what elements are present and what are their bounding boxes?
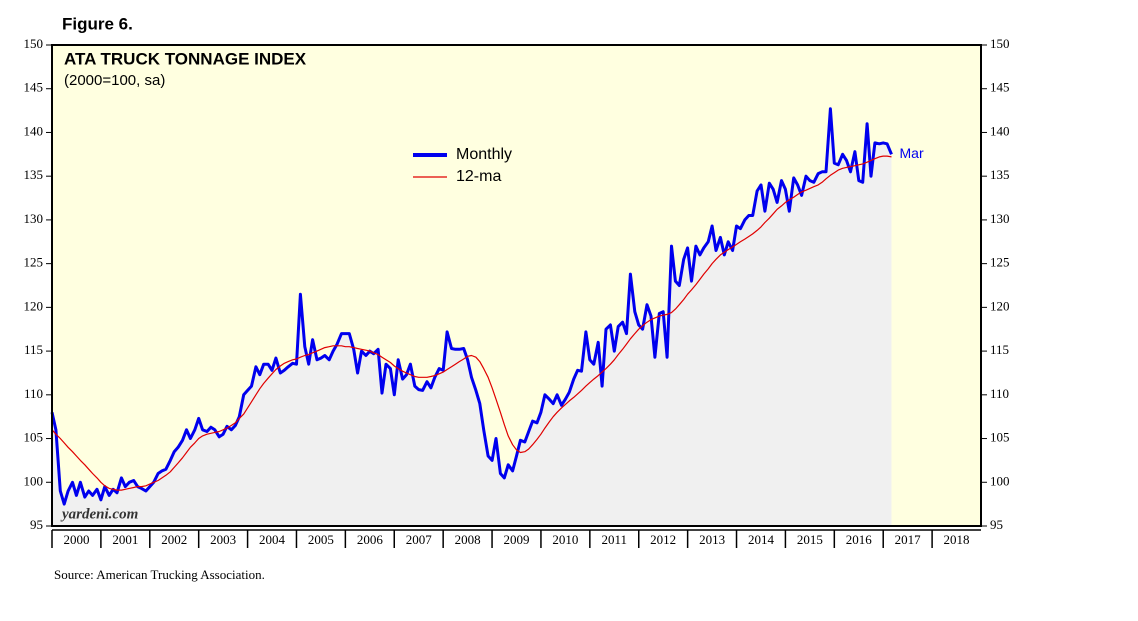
- series-line: [51, 155, 892, 491]
- chart-subtitle: (2000=100, sa): [64, 72, 165, 89]
- y-tick-label: 120: [24, 298, 44, 313]
- annotation: Mar: [900, 145, 924, 161]
- x-tick-label: 2012: [650, 532, 676, 547]
- x-tick-label: 2015: [797, 532, 823, 547]
- y-tick-label: 100: [24, 473, 44, 488]
- x-tick-label: 2016: [846, 532, 873, 547]
- y-tick-label: 145: [24, 80, 44, 95]
- y-tick-label: 95: [30, 517, 43, 532]
- x-tick-label: 2005: [308, 532, 334, 547]
- series-line: [50, 107, 893, 506]
- x-tick-label: 2010: [552, 532, 578, 547]
- y-tick-label: 125: [24, 255, 44, 270]
- y-tick-label: 130: [24, 211, 44, 226]
- x-tick-label: 2013: [699, 532, 725, 547]
- x-tick-label: 2018: [944, 532, 970, 547]
- y2-tick-label: 130: [990, 211, 1010, 226]
- area-fill: [52, 108, 892, 527]
- y2-tick-label: 140: [990, 123, 1010, 138]
- y2-tick-label: 145: [990, 80, 1010, 95]
- x-tick-label: 2011: [602, 532, 628, 547]
- y2-tick-label: 135: [990, 167, 1010, 182]
- y-tick-label: 110: [24, 386, 43, 401]
- y-tick-label: 105: [24, 430, 44, 445]
- x-tick-label: 2009: [504, 532, 530, 547]
- x-tick-label: 2014: [748, 532, 775, 547]
- y2-tick-label: 120: [990, 298, 1010, 313]
- watermark: yardeni.com: [60, 506, 138, 522]
- area-layer: [52, 108, 892, 527]
- x-tick-label: 2003: [210, 532, 236, 547]
- y2-tick-label: 110: [990, 386, 1009, 401]
- y2-tick-label: 105: [990, 430, 1010, 445]
- x-tick-label: 2008: [455, 532, 481, 547]
- y2-tick-label: 100: [990, 473, 1010, 488]
- x-tick-label: 2000: [63, 532, 89, 547]
- x-tick-label: 2001: [112, 532, 138, 547]
- source-note: Source: American Trucking Association.: [54, 567, 265, 582]
- y2-tick-label: 150: [990, 36, 1010, 51]
- layer: [50, 107, 893, 506]
- y-tick-label: 115: [24, 342, 43, 357]
- y2-tick-label: 115: [990, 342, 1009, 357]
- y2-tick-label: 125: [990, 255, 1010, 270]
- y-tick-label: 140: [24, 123, 44, 138]
- x-tick-label: 2004: [259, 532, 286, 547]
- legend-label: 12-ma: [456, 168, 501, 185]
- y2-tick-label: 95: [990, 517, 1003, 532]
- x-tick-label: 2002: [161, 532, 187, 547]
- y-tick-label: 150: [24, 36, 44, 51]
- plot-frame: [51, 44, 982, 527]
- y-tick-label: 135: [24, 167, 44, 182]
- x-tick-label: 2006: [357, 532, 384, 547]
- x-tick-label: 2017: [895, 532, 922, 547]
- figure-label: Figure 6.: [62, 14, 133, 33]
- chart-title: ATA TRUCK TONNAGE INDEX: [64, 49, 307, 68]
- x-tick-label: 2007: [406, 532, 433, 547]
- legend-label: Monthly: [456, 146, 512, 163]
